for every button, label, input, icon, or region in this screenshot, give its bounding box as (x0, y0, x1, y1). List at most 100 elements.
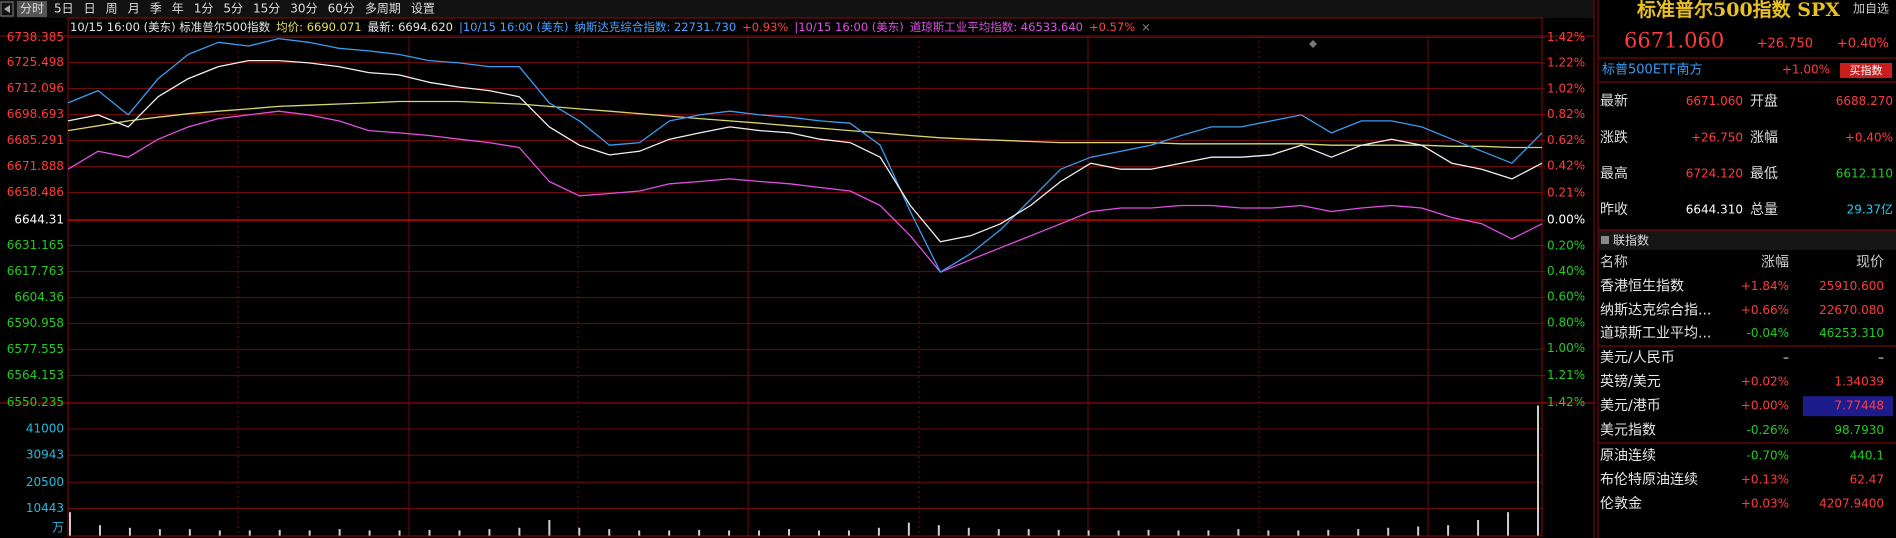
list-header: 现价 (1856, 254, 1884, 270)
info-segment: × (1141, 20, 1151, 34)
toolbar-tab[interactable]: 30分 (290, 2, 317, 16)
y-tick-label: 6725.498 (7, 55, 64, 69)
row-price: 25910.600 (1819, 279, 1884, 293)
quote-value: 29.37亿 (1847, 202, 1893, 217)
day-lines (237, 36, 1429, 536)
volume-bar (638, 530, 641, 536)
row-name[interactable]: 英镑/美元 (1600, 373, 1661, 390)
toolbar-tab[interactable]: 月 (128, 2, 140, 16)
volume-bar (338, 529, 341, 536)
y-tick-label: 6564.153 (7, 368, 64, 382)
volume-bar (1147, 529, 1150, 536)
buy-button-bg[interactable] (1840, 63, 1892, 78)
toolbar-tab[interactable]: 日 (84, 2, 96, 16)
volume-tick-label: 30943 (26, 448, 64, 462)
y2-tick-label: 0.60% (1547, 290, 1585, 304)
y-tick-label: 6604.36 (14, 290, 64, 304)
info-segment: 均价: 6690.071 (276, 20, 361, 34)
y2-tick-label: 0.20% (1547, 238, 1585, 252)
toolbar-tab[interactable]: 1分 (194, 2, 214, 16)
toolbar-tab[interactable]: 15分 (253, 2, 280, 16)
toolbar-tab[interactable]: 多周期 (365, 2, 401, 16)
row-name[interactable]: 美元/人民币 (1600, 350, 1675, 366)
row-change: -0.04% (1747, 326, 1789, 340)
volume-bar (488, 529, 491, 536)
row-price: 22670.080 (1819, 303, 1884, 317)
toolbar-tab[interactable]: 60分 (328, 2, 355, 16)
quote-label: 总量 (1750, 202, 1778, 218)
y-tick-label: 6550.235 (7, 395, 64, 409)
row-change: – (1783, 350, 1789, 364)
quote-label: 昨收 (1600, 202, 1628, 218)
row-name[interactable]: 伦敦金 (1600, 496, 1642, 512)
y-tick-label: 6738.385 (7, 30, 64, 44)
y2-tick-label: 0.80% (1547, 315, 1585, 329)
list-header: 涨幅 (1761, 254, 1789, 270)
volume-bar (698, 529, 701, 536)
volume-bar (668, 530, 671, 536)
volume-bar (548, 520, 551, 536)
y2-tick-label: 0.42% (1547, 159, 1585, 173)
y-tick-label: 6577.555 (7, 342, 64, 356)
row-name[interactable]: 原油连续 (1600, 447, 1656, 464)
quote-value: +0.40% (1845, 130, 1893, 144)
volume-bar (1087, 530, 1090, 536)
volume-bar (1357, 529, 1360, 536)
quote-value: 6724.120 (1686, 167, 1743, 181)
volume-bar (69, 512, 71, 536)
volume-bar (1237, 529, 1240, 536)
y-tick-label: 6698.693 (7, 107, 64, 121)
info-segment: 道琼斯工业平均指数: 46533.640 (910, 20, 1083, 34)
info-segment: |10/15 16:00 (美东) (459, 20, 568, 34)
row-price: 62.47 (1850, 473, 1884, 487)
volume-bar (847, 530, 850, 536)
add-watch[interactable]: 加自选 (1853, 2, 1889, 16)
y2-tick-label: 1.21% (1547, 368, 1585, 382)
toolbar-tab[interactable]: 分时 (20, 2, 44, 16)
row-change: +0.03% (1741, 497, 1789, 511)
row-name[interactable]: 美元/港币 (1600, 398, 1661, 414)
series-line (67, 59, 1543, 243)
volume-bar (1117, 530, 1120, 536)
volume-bar (907, 522, 910, 536)
volume-bar (458, 530, 461, 536)
toolbar-tab[interactable]: 5分 (223, 2, 243, 16)
volume-bar (1477, 520, 1480, 536)
y-tick-label: 6658.486 (7, 185, 64, 199)
toolbar-tab[interactable]: 周 (106, 2, 118, 16)
y-tick-label: 6685.291 (7, 133, 64, 147)
etf-name[interactable]: 标普500ETF南方 (1602, 62, 1702, 78)
toolbar-tab[interactable]: 设置 (411, 2, 435, 16)
y2-tick-label: 1.22% (1547, 56, 1585, 70)
row-highlight (1803, 396, 1893, 417)
row-name[interactable]: 布伦特原油连续 (1600, 471, 1698, 488)
etf-pct: +1.00% (1782, 63, 1830, 77)
panel-price: 6671.060 (1624, 29, 1724, 53)
row-price: 46253.310 (1819, 326, 1884, 340)
y2-tick-label: 0.21% (1547, 186, 1585, 200)
row-name[interactable]: 道琼斯工业平均... (1600, 326, 1711, 342)
info-segment: |10/15 16:00 (美东) (794, 20, 903, 34)
volume-bar (248, 530, 251, 536)
volume-tick-label: 20500 (26, 475, 64, 489)
toolbar-tab[interactable]: 年 (172, 2, 184, 16)
row-name[interactable]: 香港恒生指数 (1600, 279, 1684, 295)
volume-bar (518, 527, 521, 536)
info-segment: 最新: 6694.620 (368, 20, 453, 34)
toolbar-tab[interactable]: 5日 (54, 2, 74, 16)
volume-bar (218, 530, 221, 536)
toolbar-tab[interactable]: 季 (150, 2, 162, 16)
y-tick-label: 6631.165 (7, 238, 64, 252)
volume-bar (1507, 512, 1510, 536)
row-name[interactable]: 纳斯达克综合指... (1600, 303, 1711, 319)
series-line (67, 110, 1543, 273)
y2-tick-label: 1.42% (1547, 395, 1585, 409)
y2-tick-label: 1.42% (1547, 30, 1585, 44)
quote-label: 最新 (1600, 94, 1628, 110)
quote-value: 6644.310 (1686, 203, 1743, 217)
row-name[interactable]: 美元指数 (1600, 422, 1656, 438)
menu-icon[interactable] (0, 1, 14, 17)
buy-button[interactable]: 买指数 (1850, 63, 1883, 77)
volume-bar (188, 529, 191, 536)
